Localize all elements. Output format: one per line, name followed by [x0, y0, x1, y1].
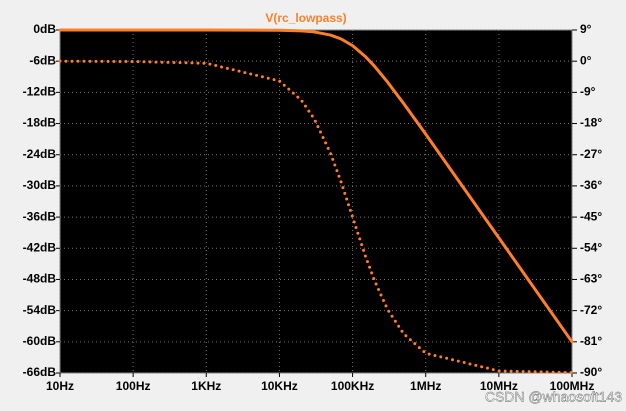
y2-tick-label: -27°: [580, 147, 602, 161]
x-tick-label: 10Hz: [46, 379, 74, 393]
y-tick-label: -66dB: [23, 365, 57, 379]
y-tick-label: -12dB: [23, 85, 57, 99]
y2-tick-label: -54°: [580, 240, 602, 254]
phase-line: [58, 59, 574, 375]
x-tick-label: 100Hz: [116, 379, 151, 393]
y2-tick-label: -9°: [580, 85, 596, 99]
y2-tick-label: -81°: [580, 334, 602, 348]
x-tick-label: 1MHz: [410, 379, 441, 393]
y-tick-label: -36dB: [23, 209, 57, 223]
y-tick-label: -42dB: [23, 240, 57, 254]
y2-tick-label: 0°: [580, 53, 592, 67]
y-tick-label: -48dB: [23, 272, 57, 286]
plot-area: [59, 29, 573, 374]
y2-tick-label: -72°: [580, 303, 602, 317]
y2-tick-label: 9°: [580, 22, 592, 36]
y2-tick-label: -36°: [580, 178, 602, 192]
x-tick-label: 10MHz: [480, 379, 518, 393]
y-tick-label: -18dB: [23, 116, 57, 130]
y-tick-label: -54dB: [23, 303, 57, 317]
magnitude-line: [58, 28, 574, 344]
y2-tick-label: -63°: [580, 272, 602, 286]
y-tick-label: -30dB: [23, 178, 57, 192]
y-tick-label: 0dB: [33, 22, 56, 36]
y-tick-label: -60dB: [23, 334, 57, 348]
x-tick-label: 100MHz: [550, 379, 595, 393]
x-tick-label: 100KHz: [331, 379, 374, 393]
y2-tick-label: -18°: [580, 116, 602, 130]
chart-title: V(rc_lowpass): [265, 11, 346, 25]
x-tick-label: 1KHz: [191, 379, 221, 393]
y2-tick-label: -45°: [580, 209, 602, 223]
y-tick-label: -24dB: [23, 147, 57, 161]
x-tick-label: 10KHz: [261, 379, 298, 393]
y2-tick-label: -90°: [580, 365, 602, 379]
watermark: CSDN @whaosoft143: [485, 389, 622, 405]
y-tick-label: -6dB: [29, 53, 56, 67]
